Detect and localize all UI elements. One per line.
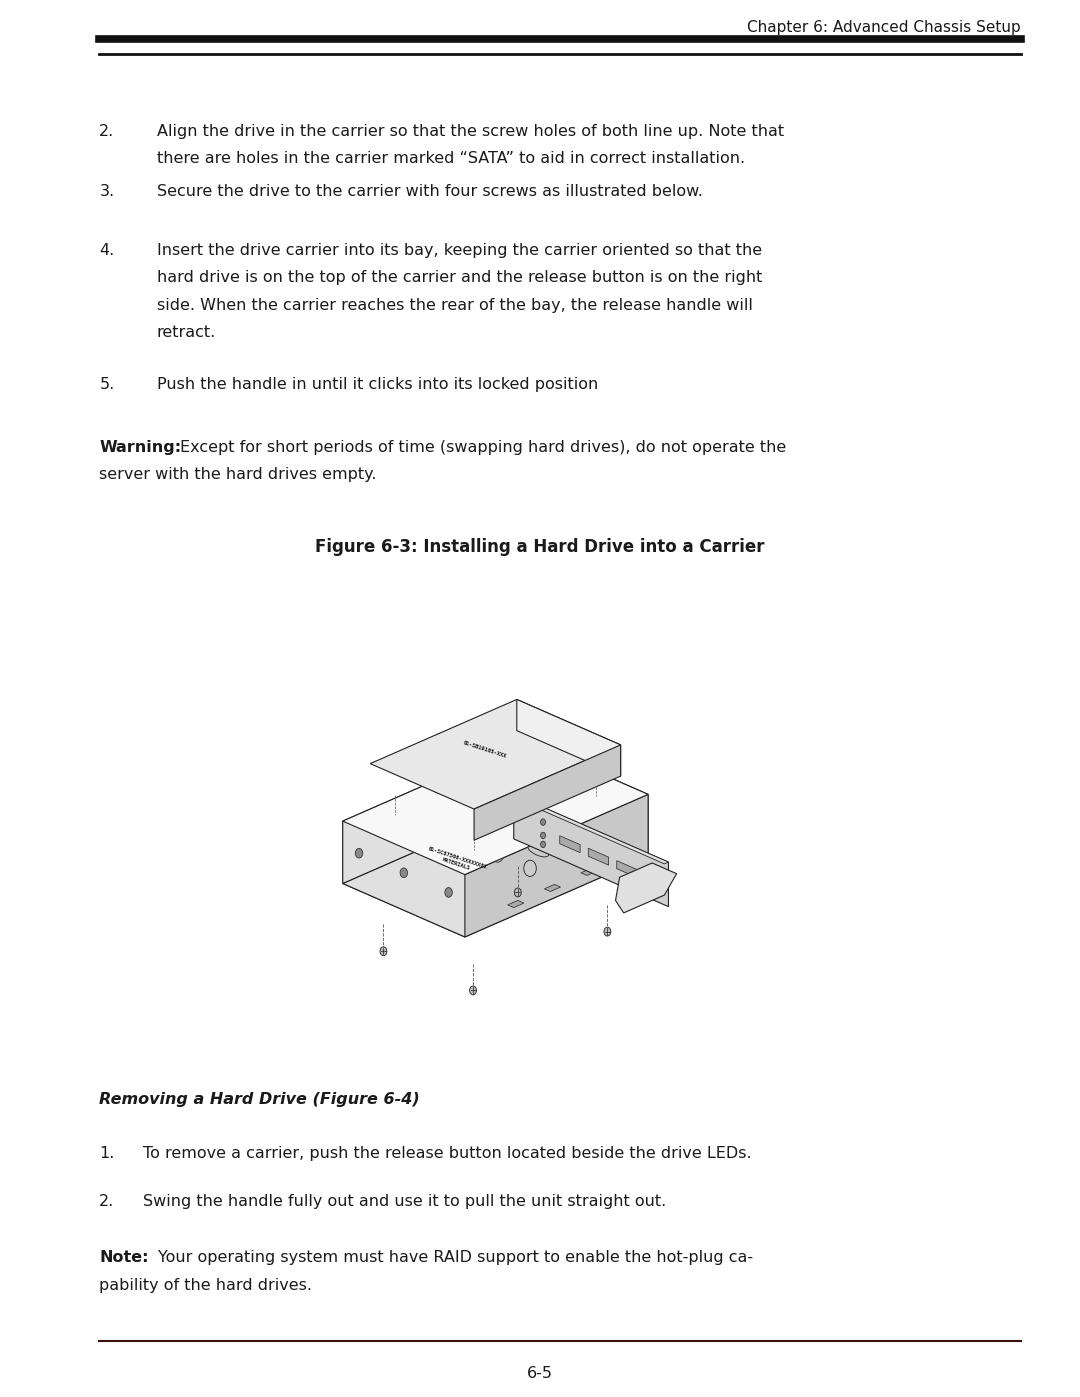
Polygon shape	[464, 795, 648, 937]
Text: 6-5: 6-5	[527, 1366, 553, 1382]
Circle shape	[541, 841, 545, 848]
Text: Removing a Hard Drive (Figure 6-4): Removing a Hard Drive (Figure 6-4)	[99, 1092, 420, 1108]
Text: 3.: 3.	[99, 184, 114, 200]
Text: To remove a carrier, push the release button located beside the drive LEDs.: To remove a carrier, push the release bu…	[143, 1146, 752, 1161]
Polygon shape	[510, 795, 669, 863]
Text: side. When the carrier reaches the rear of the bay, the release handle will: side. When the carrier reaches the rear …	[157, 298, 753, 313]
Text: hard drive is on the top of the carrier and the release button is on the right: hard drive is on the top of the carrier …	[157, 271, 762, 285]
Polygon shape	[342, 740, 648, 875]
Text: Your operating system must have RAID support to enable the hot-plug ca-: Your operating system must have RAID sup…	[158, 1250, 753, 1266]
Polygon shape	[617, 861, 637, 877]
Text: Insert the drive carrier into its bay, keeping the carrier oriented so that the: Insert the drive carrier into its bay, k…	[157, 243, 761, 258]
Text: 5.: 5.	[99, 377, 114, 393]
Text: Secure the drive to the carrier with four screws as illustrated below.: Secure the drive to the carrier with fou…	[157, 184, 702, 200]
Polygon shape	[342, 803, 648, 937]
Polygon shape	[526, 740, 648, 856]
Polygon shape	[514, 795, 669, 907]
Text: Warning:: Warning:	[99, 440, 181, 455]
Ellipse shape	[528, 844, 549, 856]
Circle shape	[380, 947, 387, 956]
Circle shape	[470, 986, 476, 995]
Text: pability of the hard drives.: pability of the hard drives.	[99, 1277, 312, 1292]
Circle shape	[445, 887, 453, 897]
Circle shape	[355, 848, 363, 858]
Text: 01-SC87506-XXXXXX0X
MATERIALS: 01-SC87506-XXXXXX0X MATERIALS	[426, 847, 488, 876]
Circle shape	[604, 928, 611, 936]
Circle shape	[491, 847, 503, 862]
Polygon shape	[618, 852, 634, 859]
Circle shape	[400, 868, 407, 877]
Text: Swing the handle fully out and use it to pull the unit straight out.: Swing the handle fully out and use it to…	[143, 1194, 665, 1210]
Text: Note:: Note:	[99, 1250, 149, 1266]
Text: there are holes in the carrier marked “SATA” to aid in correct installation.: there are holes in the carrier marked “S…	[157, 151, 745, 166]
Polygon shape	[589, 848, 609, 865]
Text: Push the handle in until it clicks into its locked position: Push the handle in until it clicks into …	[157, 377, 598, 393]
Polygon shape	[342, 740, 526, 883]
Text: 4.: 4.	[99, 243, 114, 258]
Circle shape	[541, 833, 545, 838]
Circle shape	[514, 888, 522, 897]
Text: Figure 6-3: Installing a Hard Drive into a Carrier: Figure 6-3: Installing a Hard Drive into…	[315, 538, 765, 556]
Text: 01-SB19105-XXX: 01-SB19105-XXX	[462, 740, 508, 759]
Polygon shape	[508, 901, 524, 908]
Text: 2.: 2.	[99, 124, 114, 138]
Text: Align the drive in the carrier so that the screw holes of both line up. Note tha: Align the drive in the carrier so that t…	[157, 124, 784, 138]
Circle shape	[524, 861, 537, 876]
Text: server with the hard drives empty.: server with the hard drives empty.	[99, 467, 377, 482]
Text: Chapter 6: Advanced Chassis Setup: Chapter 6: Advanced Chassis Setup	[747, 21, 1021, 35]
Text: retract.: retract.	[157, 326, 216, 339]
Polygon shape	[370, 700, 621, 809]
Text: 2.: 2.	[99, 1194, 114, 1210]
Polygon shape	[544, 884, 561, 891]
Polygon shape	[342, 821, 464, 937]
Text: Except for short periods of time (swapping hard drives), do not operate the: Except for short periods of time (swappi…	[180, 440, 786, 455]
Polygon shape	[517, 700, 621, 777]
Polygon shape	[581, 869, 597, 876]
Polygon shape	[616, 863, 676, 912]
Text: 1.: 1.	[99, 1146, 114, 1161]
Polygon shape	[474, 745, 621, 840]
Circle shape	[541, 819, 545, 826]
Polygon shape	[559, 835, 580, 852]
